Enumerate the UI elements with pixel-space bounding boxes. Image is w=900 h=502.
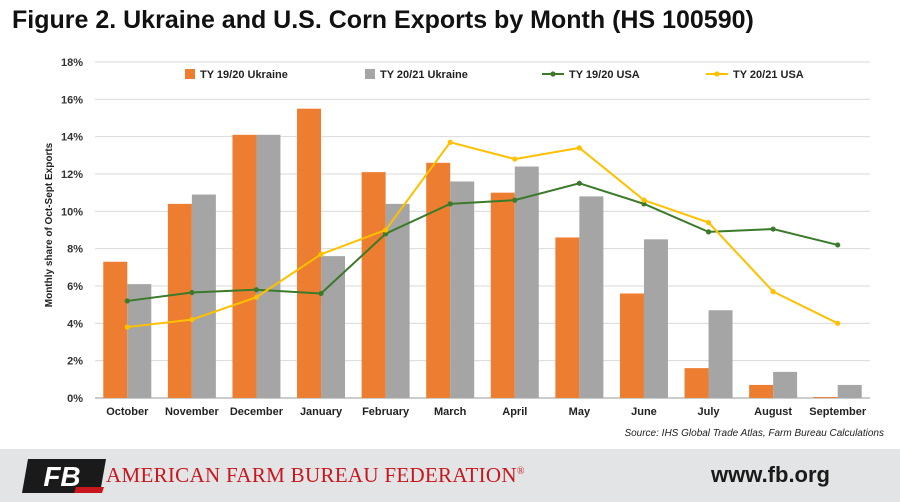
bar[interactable] <box>643 239 668 398</box>
legend-label: TY 19/20 Ukraine <box>200 69 288 81</box>
data-point[interactable] <box>705 219 712 226</box>
data-point[interactable] <box>447 201 453 207</box>
data-point[interactable] <box>770 289 776 295</box>
data-point[interactable] <box>641 201 647 207</box>
series-line[interactable] <box>127 141 839 329</box>
data-point[interactable] <box>253 294 260 300</box>
data-point[interactable] <box>835 242 841 248</box>
organization-name: AMERICAN FARM BUREAU FEDERATION® <box>106 463 525 488</box>
x-tick-label: March <box>434 406 467 418</box>
bar[interactable] <box>297 108 322 399</box>
y-axis-label: Monthly share of Oct-Sept Exports <box>44 142 55 307</box>
data-point[interactable] <box>512 156 518 162</box>
legend-label: TY 20/21 Ukraine <box>380 69 468 81</box>
lines <box>124 139 841 330</box>
data-point[interactable] <box>576 145 582 151</box>
x-tick-label: May <box>569 406 591 418</box>
source-note: Source: IHS Global Trade Atlas, Farm Bur… <box>624 428 884 439</box>
data-point[interactable] <box>383 231 389 237</box>
bar[interactable] <box>127 284 152 398</box>
bar[interactable] <box>555 237 580 398</box>
legend: TY 19/20 Ukraine TY 20/21 Ukraine TY 19/20… <box>185 69 804 81</box>
legend-swatch <box>185 69 195 79</box>
data-point[interactable] <box>189 317 195 323</box>
x-tick-label: February <box>362 406 410 418</box>
legend-marker <box>550 71 556 77</box>
y-tick-label: 4% <box>67 318 83 330</box>
footer: FB AMERICAN FARM BUREAU FEDERATION® www.… <box>0 449 900 502</box>
bar[interactable] <box>837 384 862 398</box>
legend-label: TY 20/21 USA <box>733 69 804 81</box>
bar[interactable] <box>426 162 451 398</box>
website-link[interactable]: www.fb.org <box>711 462 830 487</box>
series-line[interactable] <box>127 182 838 302</box>
bar[interactable] <box>749 384 774 398</box>
chart-title: Figure 2. Ukraine and U.S. Corn Exports … <box>12 6 754 34</box>
registered-mark: ® <box>516 466 525 477</box>
bar[interactable] <box>232 134 257 399</box>
bar[interactable] <box>684 368 709 398</box>
data-point[interactable] <box>770 226 776 232</box>
data-point[interactable] <box>512 197 518 203</box>
y-tick-label: 16% <box>61 94 83 106</box>
bar[interactable] <box>813 397 838 398</box>
data-point[interactable] <box>253 287 260 293</box>
x-tick-label: January <box>300 406 343 418</box>
legend-marker <box>714 71 720 77</box>
bar[interactable] <box>490 192 515 398</box>
bar[interactable] <box>773 371 798 398</box>
data-point[interactable] <box>318 290 324 297</box>
y-tick-label: 18% <box>61 57 83 69</box>
bar[interactable] <box>256 134 281 399</box>
data-point[interactable] <box>189 289 195 296</box>
x-tick-label: September <box>809 406 867 418</box>
y-tick-label: 2% <box>67 356 83 368</box>
bar[interactable] <box>167 203 192 398</box>
data-point[interactable] <box>383 227 389 233</box>
bar[interactable] <box>579 196 604 398</box>
x-tick-label: October <box>106 406 149 418</box>
y-tick-label: 10% <box>61 206 83 218</box>
chart-area: 0% 2% 4% 6% 8% 10% 12% 14% 16% 18% Monthly share … <box>44 57 870 418</box>
organization-name-text: AMERICAN FARM BUREAU FEDERATION <box>106 463 517 487</box>
bar[interactable] <box>385 203 410 398</box>
y-tick-label: 6% <box>67 281 83 293</box>
data-point[interactable] <box>641 197 647 203</box>
bar[interactable] <box>103 261 128 398</box>
y-tick-label: 8% <box>67 244 83 256</box>
legend-swatch <box>365 69 375 79</box>
y-tick-labels: 0% 2% 4% 6% 8% 10% 12% 14% 16% 18% <box>61 57 83 405</box>
x-tick-label: July <box>698 406 721 418</box>
bar[interactable] <box>321 256 346 398</box>
bar[interactable] <box>619 293 644 398</box>
x-tick-label: April <box>502 406 527 418</box>
data-point[interactable] <box>318 251 324 257</box>
legend-label: TY 19/20 USA <box>569 69 640 81</box>
x-tick-label: December <box>230 406 284 418</box>
y-tick-label: 12% <box>61 169 83 181</box>
bar[interactable] <box>450 181 475 398</box>
data-point[interactable] <box>124 298 130 304</box>
logo-text: FB <box>43 461 80 492</box>
x-tick-label: November <box>165 406 220 418</box>
bar[interactable] <box>708 310 733 398</box>
x-tick-label: August <box>754 406 792 418</box>
bar[interactable] <box>514 166 539 398</box>
data-point[interactable] <box>705 229 712 235</box>
x-tick-labels: October November December January February Ma… <box>106 406 867 418</box>
y-tick-label: 0% <box>67 393 83 405</box>
grid-lines <box>95 61 870 399</box>
data-point[interactable] <box>124 324 130 330</box>
bar[interactable] <box>191 194 216 398</box>
data-point[interactable] <box>447 139 453 145</box>
x-tick-label: June <box>631 406 657 418</box>
bars <box>103 108 862 399</box>
fb-logo-icon: FB <box>22 459 106 493</box>
bar[interactable] <box>361 172 386 398</box>
y-tick-label: 14% <box>61 132 83 144</box>
data-point[interactable] <box>576 180 582 186</box>
data-point[interactable] <box>835 320 841 326</box>
